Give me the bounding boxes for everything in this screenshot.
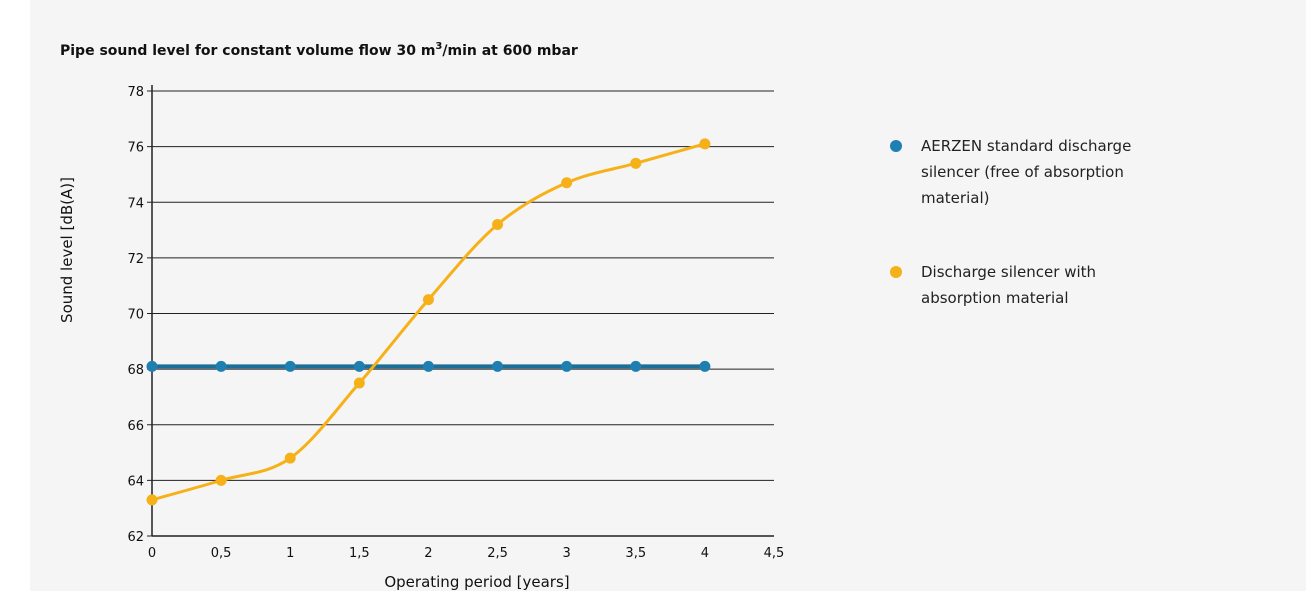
series-line-2 xyxy=(151,142,706,502)
x-tick-label: 1,5 xyxy=(349,546,370,561)
chart-panel: Pipe sound level for constant volume flo… xyxy=(30,0,1306,591)
y-tick-label: 76 xyxy=(127,141,144,156)
axes: 62 64 66 68 70 72 74 76 78 0 0,5 1 1,5 2 2,5 3 3,5 4 4,5 xyxy=(127,85,784,561)
chart-title-superscript: 3 xyxy=(435,41,442,52)
legend-label-1: AERZEN standard discharge xyxy=(921,137,1131,155)
data-point-series-2 xyxy=(630,157,642,169)
x-tick-label: 3 xyxy=(563,546,571,561)
data-point-series-1 xyxy=(422,360,434,372)
x-tick-label: 3,5 xyxy=(625,546,646,561)
series xyxy=(146,138,711,506)
chart-title-tail: /min at 600 mbar xyxy=(442,43,578,59)
data-point-series-1 xyxy=(146,360,158,372)
data-point-series-2 xyxy=(699,138,711,150)
y-tick-label: 68 xyxy=(127,363,144,378)
x-axis-label: Operating period [years] xyxy=(384,573,569,591)
data-point-series-1 xyxy=(284,360,296,372)
data-point-series-2 xyxy=(353,377,365,389)
data-point-series-2 xyxy=(146,494,158,506)
data-point-series-2 xyxy=(215,474,227,486)
y-tick-label: 70 xyxy=(127,308,144,323)
legend: AERZEN standard discharge silencer (free … xyxy=(890,137,1131,307)
legend-label-1: silencer (free of absorption xyxy=(921,163,1124,181)
data-point-series-1 xyxy=(492,360,504,372)
data-point-series-1 xyxy=(561,360,573,372)
data-point-series-1 xyxy=(215,360,227,372)
data-point-series-2 xyxy=(284,452,296,464)
y-tick-label: 78 xyxy=(127,85,144,100)
x-tick-label: 4 xyxy=(701,546,709,561)
x-tick-label: 0 xyxy=(148,546,156,561)
y-tick-label: 64 xyxy=(127,474,144,489)
data-point-series-2 xyxy=(492,219,504,230)
data-point-series-1 xyxy=(353,360,365,372)
x-tick-label: 0,5 xyxy=(211,546,232,561)
data-point-series-2 xyxy=(561,177,573,189)
chart-title: Pipe sound level for constant volume flo… xyxy=(60,41,578,59)
x-tick-label: 2,5 xyxy=(487,546,508,561)
y-axis-label: Sound level [dB(A)] xyxy=(58,177,76,323)
y-tick-label: 74 xyxy=(127,196,144,211)
legend-marker-2 xyxy=(890,266,902,278)
legend-label-1: material) xyxy=(921,189,989,207)
x-tick-label: 4,5 xyxy=(764,546,785,561)
y-tick-label: 66 xyxy=(127,419,144,434)
x-tick-label: 2 xyxy=(424,546,432,561)
legend-label-2: absorption material xyxy=(921,289,1069,307)
x-tick-label: 1 xyxy=(286,546,294,561)
y-tick-label: 62 xyxy=(127,530,144,545)
data-point-series-2 xyxy=(422,294,434,306)
y-tick-label: 72 xyxy=(127,252,144,267)
data-point-series-1 xyxy=(699,360,711,372)
data-point-series-1 xyxy=(630,360,642,372)
legend-label-2: Discharge silencer with xyxy=(921,263,1096,281)
legend-marker-1 xyxy=(890,140,902,152)
chart: Pipe sound level for constant volume flo… xyxy=(58,41,1131,591)
chart-title-main: Pipe sound level for constant volume flo… xyxy=(60,43,435,59)
